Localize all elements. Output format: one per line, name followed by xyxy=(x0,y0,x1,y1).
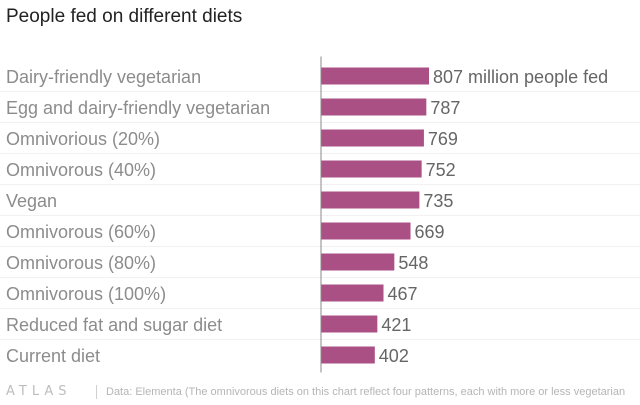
value-label: 669 xyxy=(415,222,445,242)
category-label: Omnivorous (40%) xyxy=(6,160,156,180)
bar xyxy=(321,222,411,240)
category-label: Omnivorous (60%) xyxy=(6,222,156,242)
value-label: 807 million people fed xyxy=(433,67,608,87)
category-label: Dairy-friendly vegetarian xyxy=(6,67,201,87)
category-label: Omnivorious (20%) xyxy=(6,129,160,149)
page-title: People fed on different diets xyxy=(6,6,243,27)
category-label: Reduced fat and sugar diet xyxy=(6,315,222,335)
category-label: Current diet xyxy=(6,346,100,366)
value-label: 421 xyxy=(381,315,411,335)
bar xyxy=(321,315,378,333)
bar xyxy=(321,346,375,364)
bar xyxy=(321,160,422,178)
value-label: 769 xyxy=(428,129,458,149)
category-label: Vegan xyxy=(6,191,57,211)
category-label: Omnivorous (100%) xyxy=(6,284,166,304)
value-label: 752 xyxy=(426,160,456,180)
value-label: 735 xyxy=(423,191,453,211)
source-note: Data: Elementa (The omnivorous diets on … xyxy=(106,386,626,398)
category-label: Omnivorous (80%) xyxy=(6,253,156,273)
value-label: 467 xyxy=(387,284,417,304)
bar xyxy=(321,191,420,209)
bar xyxy=(321,129,424,147)
footer-separator xyxy=(96,385,97,399)
bar xyxy=(321,284,384,302)
value-label: 548 xyxy=(398,253,428,273)
bar xyxy=(321,253,395,271)
bar xyxy=(321,98,427,116)
bar xyxy=(321,67,429,85)
atlas-logo: ATLAS xyxy=(6,384,72,399)
category-label: Egg and dairy-friendly vegetarian xyxy=(6,98,270,118)
value-label: 787 xyxy=(430,98,460,118)
value-label: 402 xyxy=(379,346,409,366)
chart-footer: ATLAS Data: Elementa (The omnivorous die… xyxy=(0,381,640,405)
